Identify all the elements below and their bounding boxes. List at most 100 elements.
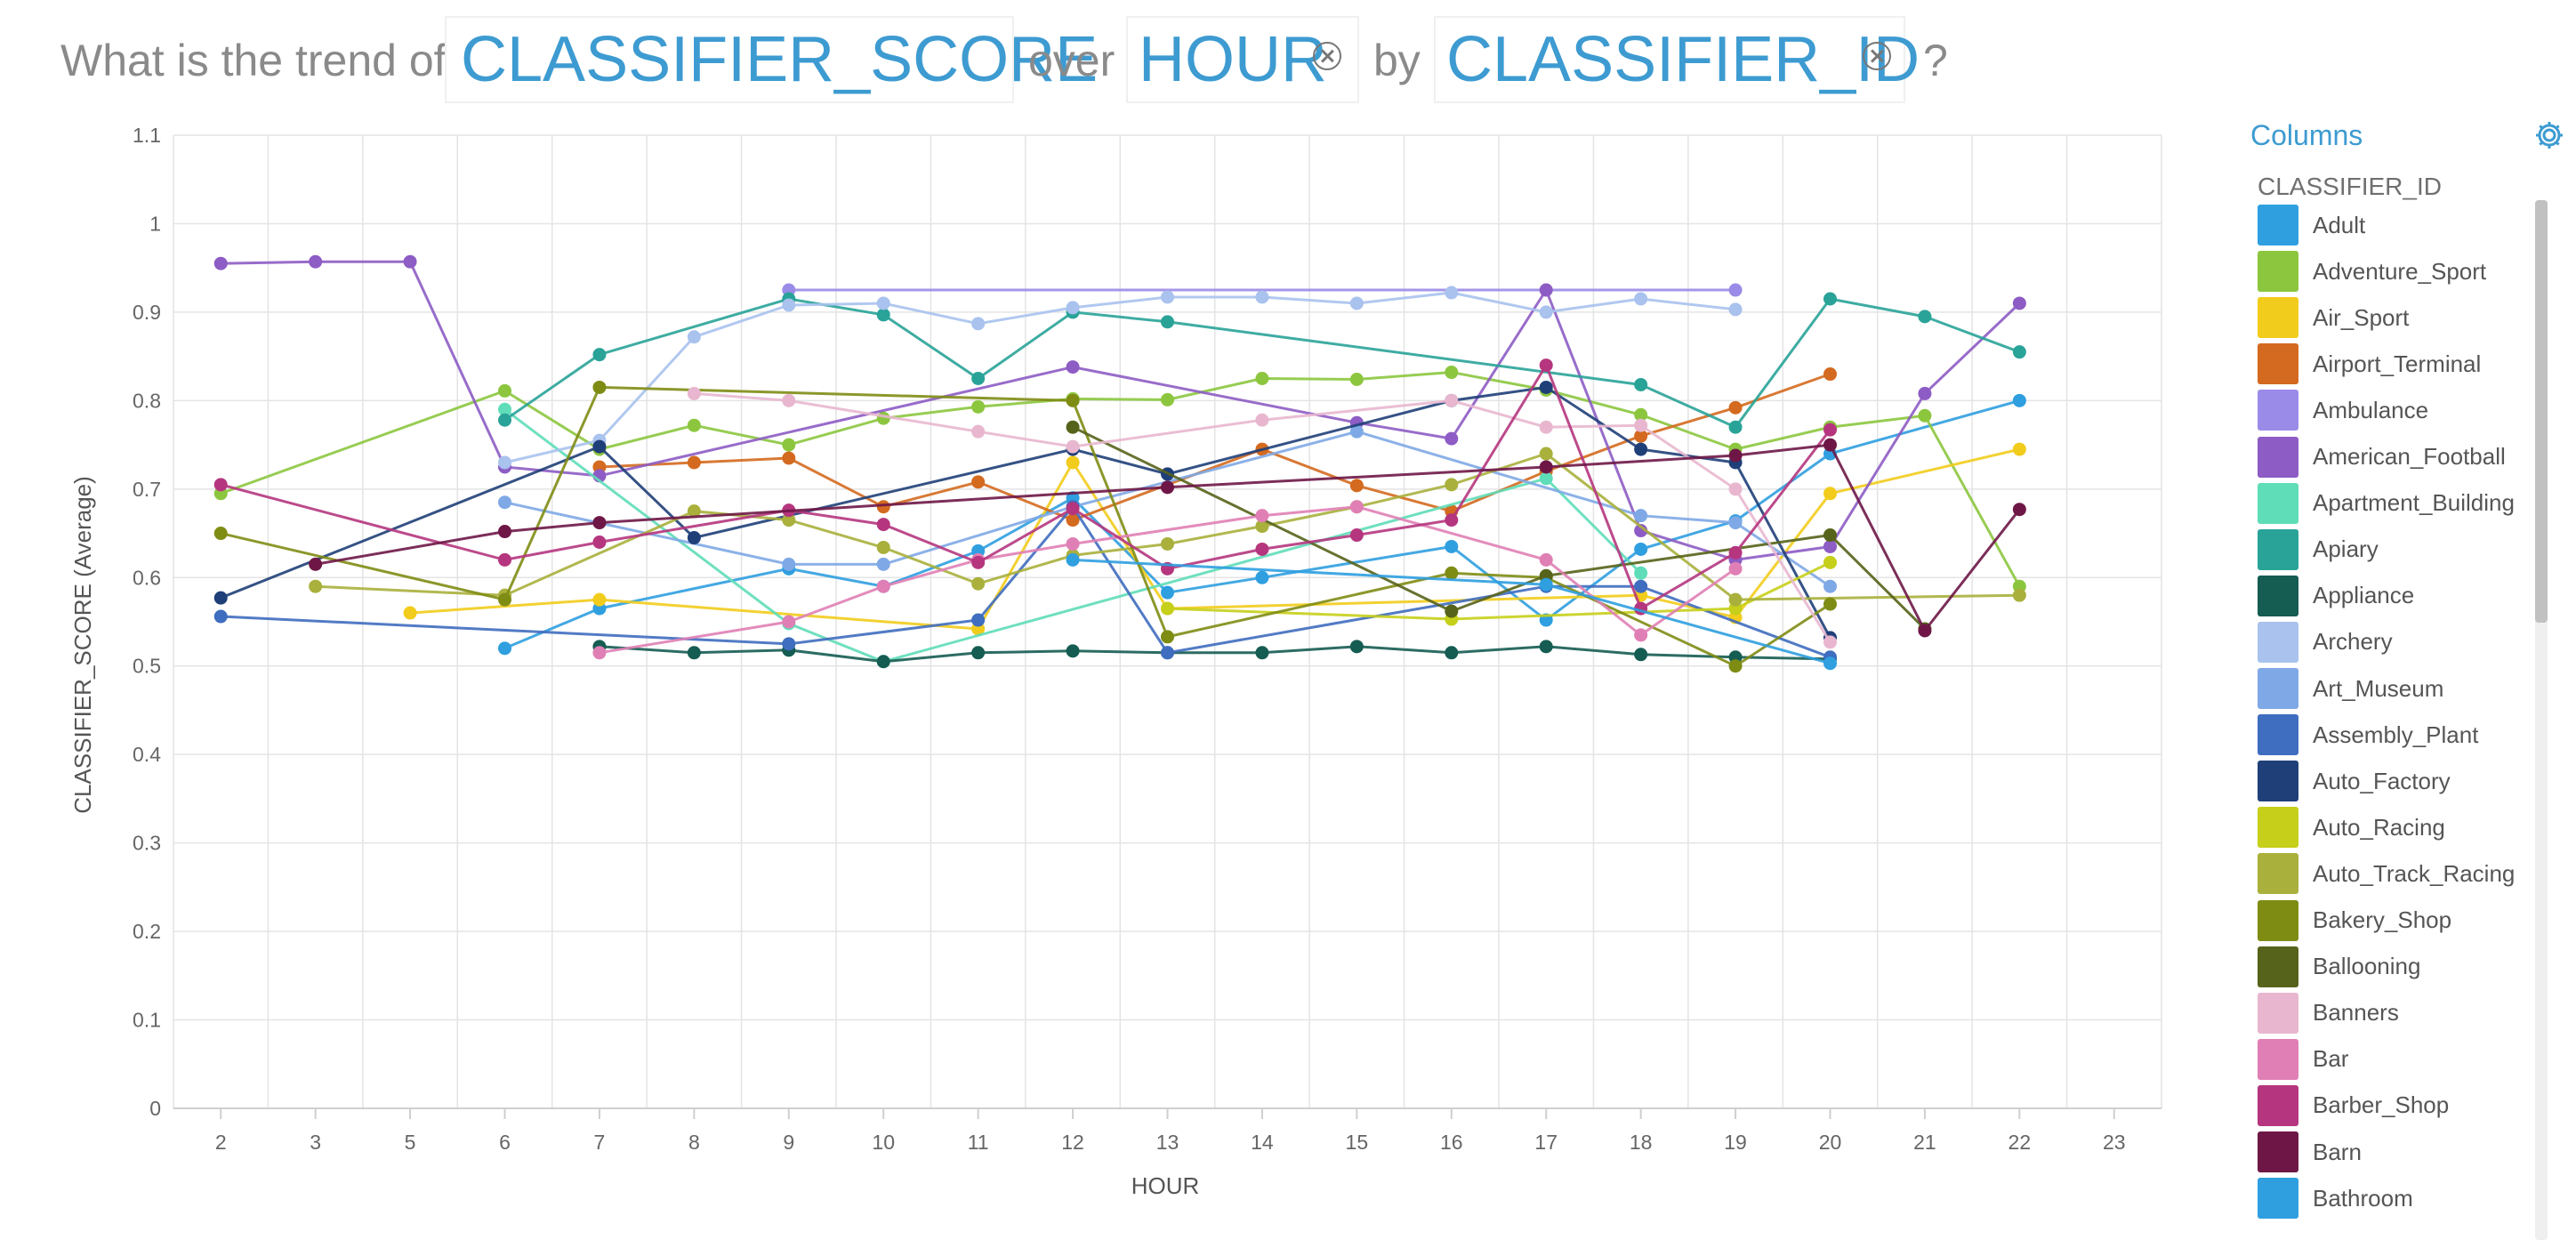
data-point[interactable] (498, 402, 511, 416)
data-point[interactable] (1539, 577, 1553, 592)
data-point[interactable] (498, 552, 511, 567)
legend-item[interactable]: Auto_Factory (2258, 758, 2539, 804)
data-point[interactable] (1255, 290, 1269, 304)
data-point[interactable] (1255, 413, 1269, 427)
dimension-token[interactable]: HOUR (1139, 24, 1327, 95)
data-point[interactable] (1255, 646, 1269, 660)
data-point[interactable] (1823, 635, 1837, 649)
data-point[interactable] (1255, 542, 1269, 556)
data-point[interactable] (971, 555, 986, 569)
data-point[interactable] (1445, 431, 1459, 446)
data-point[interactable] (1445, 393, 1459, 407)
data-point[interactable] (971, 576, 986, 591)
data-point[interactable] (1823, 597, 1837, 611)
data-point[interactable] (1823, 367, 1837, 382)
legend-item[interactable]: Auto_Track_Racing (2258, 850, 2539, 897)
data-point[interactable] (309, 579, 323, 593)
legend-item[interactable]: Ballooning (2258, 944, 2539, 990)
data-point[interactable] (592, 516, 607, 530)
data-point[interactable] (971, 372, 986, 385)
data-point[interactable] (1539, 460, 1553, 474)
data-point[interactable] (1918, 310, 1932, 324)
data-point[interactable] (1349, 500, 1364, 514)
data-point[interactable] (971, 399, 986, 414)
data-point[interactable] (1823, 656, 1837, 671)
legend-item[interactable]: Air_Sport (2258, 294, 2539, 341)
data-point[interactable] (1634, 579, 1648, 593)
data-point[interactable] (1539, 358, 1553, 373)
group-chip[interactable] (1434, 16, 1905, 103)
data-point[interactable] (1539, 640, 1553, 654)
data-point[interactable] (1066, 644, 1080, 658)
data-point[interactable] (1066, 502, 1080, 516)
legend-item[interactable]: Bakery_Shop (2258, 898, 2539, 944)
data-point[interactable] (1349, 479, 1364, 493)
data-point[interactable] (687, 386, 701, 400)
data-point[interactable] (1728, 448, 1743, 463)
data-point[interactable] (782, 451, 796, 465)
data-point[interactable] (1634, 628, 1648, 642)
data-point[interactable] (1823, 438, 1837, 452)
data-point[interactable] (1539, 447, 1553, 461)
data-point[interactable] (1728, 545, 1743, 560)
legend-item[interactable]: Adult (2258, 202, 2539, 248)
data-point[interactable] (782, 393, 796, 407)
data-point[interactable] (213, 591, 228, 605)
data-point[interactable] (1349, 528, 1364, 543)
data-point[interactable] (403, 606, 417, 620)
data-point[interactable] (1539, 380, 1553, 394)
data-point[interactable] (1634, 377, 1648, 391)
legend-item[interactable]: Banners (2258, 990, 2539, 1036)
data-point[interactable] (1161, 480, 1174, 495)
data-point[interactable] (1634, 542, 1648, 556)
data-point[interactable] (687, 531, 701, 545)
legend-item[interactable]: Airport_Terminal (2258, 341, 2539, 387)
data-point[interactable] (1349, 296, 1364, 310)
data-point[interactable] (213, 478, 228, 492)
data-point[interactable] (876, 655, 890, 669)
data-point[interactable] (782, 513, 796, 527)
data-point[interactable] (1539, 420, 1553, 434)
data-point[interactable] (876, 411, 890, 425)
data-point[interactable] (1066, 301, 1080, 315)
data-point[interactable] (782, 438, 796, 452)
data-point[interactable] (1445, 478, 1459, 492)
data-point[interactable] (1445, 539, 1459, 553)
data-point[interactable] (1728, 283, 1743, 297)
data-point[interactable] (1066, 393, 1080, 407)
data-point[interactable] (782, 557, 796, 571)
data-point[interactable] (1539, 283, 1553, 297)
data-point[interactable] (782, 298, 796, 312)
data-point[interactable] (498, 495, 511, 510)
data-point[interactable] (1634, 442, 1648, 456)
data-point[interactable] (876, 500, 890, 514)
data-point[interactable] (687, 504, 701, 519)
data-point[interactable] (1066, 420, 1080, 434)
data-point[interactable] (1728, 420, 1743, 434)
data-point[interactable] (1728, 516, 1743, 530)
data-point[interactable] (876, 308, 890, 322)
data-point[interactable] (1918, 386, 1932, 400)
data-point[interactable] (1539, 305, 1553, 319)
data-point[interactable] (687, 330, 701, 344)
data-point[interactable] (971, 613, 986, 627)
data-point[interactable] (1823, 487, 1837, 501)
data-point[interactable] (1349, 424, 1364, 439)
legend-item[interactable]: Barber_Shop (2258, 1083, 2539, 1129)
data-point[interactable] (498, 525, 511, 539)
data-point[interactable] (687, 455, 701, 470)
data-point[interactable] (1445, 286, 1459, 300)
legend-item[interactable]: Bathroom (2258, 1175, 2539, 1221)
data-point[interactable] (309, 557, 323, 571)
data-point[interactable] (971, 317, 986, 331)
data-point[interactable] (2012, 503, 2026, 517)
data-point[interactable] (782, 637, 796, 651)
clear-group-icon[interactable] (1863, 42, 1891, 70)
data-point[interactable] (876, 518, 890, 532)
data-point[interactable] (213, 609, 228, 624)
data-point[interactable] (1445, 604, 1459, 618)
data-point[interactable] (1634, 429, 1648, 443)
data-point[interactable] (1066, 513, 1080, 527)
legend-item[interactable]: Appliance (2258, 573, 2539, 619)
data-point[interactable] (1634, 566, 1648, 580)
